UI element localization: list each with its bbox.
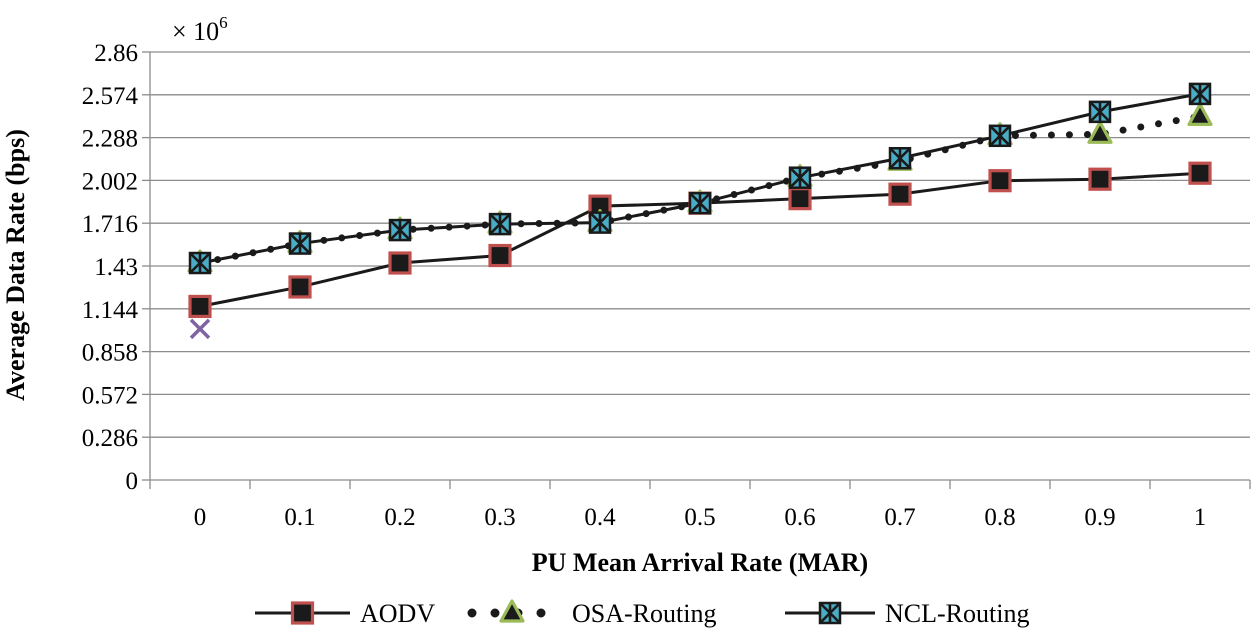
data-point-ncl-routing-cross — [390, 220, 410, 241]
data-point-ncl-routing — [288, 232, 312, 255]
data-point-ncl-routing-cross — [290, 233, 310, 254]
legend-marker-ncl-routing-cross — [820, 603, 840, 623]
x-tick-label: 0.9 — [1084, 504, 1115, 531]
data-point-ncl-routing-cross — [890, 148, 910, 169]
data-point-ncl-routing — [388, 218, 412, 242]
data-point-osa-routing — [1187, 102, 1213, 126]
y-tick-label: 0 — [126, 468, 139, 495]
y-tick-label: 0.858 — [82, 340, 138, 367]
x-tick-label: 0.7 — [884, 504, 915, 531]
data-point-aodv — [988, 169, 1012, 193]
x-tick-label: 0.1 — [284, 504, 315, 531]
legend-item-ncl-routing: NCL-Routing — [785, 599, 1029, 628]
data-point-ncl-routing — [888, 147, 912, 170]
data-point-ncl-routing — [688, 191, 712, 215]
data-point-ncl-routing — [788, 166, 812, 189]
x-tick-label: 0.2 — [384, 504, 415, 531]
x-tick-label: 0 — [194, 504, 207, 531]
legend: AODV OSA-Routing NCL-Routing — [255, 599, 1029, 628]
y-tick-label: 2.574 — [82, 83, 139, 110]
x-tick-label: 0.5 — [684, 504, 715, 531]
data-point-ncl-routing-cross — [990, 125, 1010, 146]
data-point-aodv — [888, 182, 912, 206]
x-tick-label: 0.4 — [584, 504, 616, 531]
data-point-ncl-routing-cross — [1190, 83, 1210, 104]
data-point-ncl-routing-cross — [690, 193, 710, 214]
data-point-aodv — [788, 187, 812, 211]
y-tick-label: 2.288 — [82, 126, 138, 153]
data-point-aodv — [388, 251, 412, 275]
y-tick-label: 0.572 — [82, 382, 138, 409]
data-point-ncl-routing — [1188, 82, 1212, 106]
y-tick-label: 2.86 — [94, 40, 138, 67]
y-tick-label: 1.43 — [94, 254, 138, 281]
legend-label-aodv: AODV — [360, 599, 435, 628]
legend-item-osa-routing: OSA-Routing — [467, 599, 716, 628]
x-marker-annotation — [189, 318, 211, 340]
data-point-ncl-routing — [588, 211, 612, 234]
x-axis-title: PU Mean Arrival Rate (MAR) — [532, 548, 868, 577]
legend-item-aodv: AODV — [255, 599, 435, 628]
data-point-osa-routing — [1087, 120, 1113, 144]
data-point-ncl-routing — [188, 251, 212, 275]
data-point-ncl-routing-cross — [590, 212, 610, 233]
data-point-ncl-routing-cross — [790, 167, 810, 188]
x-tick-label: 0.3 — [484, 504, 515, 531]
axes — [142, 51, 1251, 489]
data-point-ncl-routing — [488, 212, 512, 236]
x-tick-label: 1 — [1194, 504, 1207, 531]
data-point-aodv — [488, 243, 512, 268]
axis-multiplier: × 106 — [172, 13, 228, 46]
gridlines — [150, 51, 1250, 438]
legend-label-ncl-routing: NCL-Routing — [885, 599, 1029, 628]
y-axis-title: Average Data Rate (bps) — [1, 129, 30, 401]
x-tick-label: 0.6 — [784, 504, 815, 531]
y-tick-label: 1.144 — [82, 297, 139, 324]
x-tick-label: 0.8 — [984, 504, 1015, 531]
data-point-ncl-routing-cross — [1090, 101, 1110, 122]
legend-marker-aodv — [290, 601, 315, 625]
legend-label-osa-routing: OSA-Routing — [572, 599, 716, 628]
data-point-aodv — [1088, 167, 1112, 191]
y-tick-label: 2.002 — [82, 168, 138, 195]
data-point-ncl-routing — [1088, 100, 1112, 124]
data-point-ncl-routing-cross — [190, 253, 210, 274]
data-point-ncl-routing-cross — [490, 214, 510, 235]
y-tick-label: 0.286 — [82, 425, 138, 452]
axis-multiplier-exponent: 6 — [219, 13, 228, 32]
axis-multiplier-base: × 10 — [172, 17, 219, 46]
data-point-ncl-routing — [988, 124, 1012, 148]
legend-marker-osa-routing — [499, 599, 525, 623]
series — [187, 82, 1213, 340]
data-point-aodv — [188, 294, 212, 319]
data-point-aodv — [288, 275, 312, 299]
legend-marker-ncl-routing — [818, 601, 842, 625]
y-tick-label: 1.716 — [82, 211, 138, 238]
data-point-aodv — [1188, 161, 1212, 185]
tick-labels: 0 0.286 0.572 0.858 1.144 1.43 1.716 2.002 2.288… — [82, 40, 1207, 531]
